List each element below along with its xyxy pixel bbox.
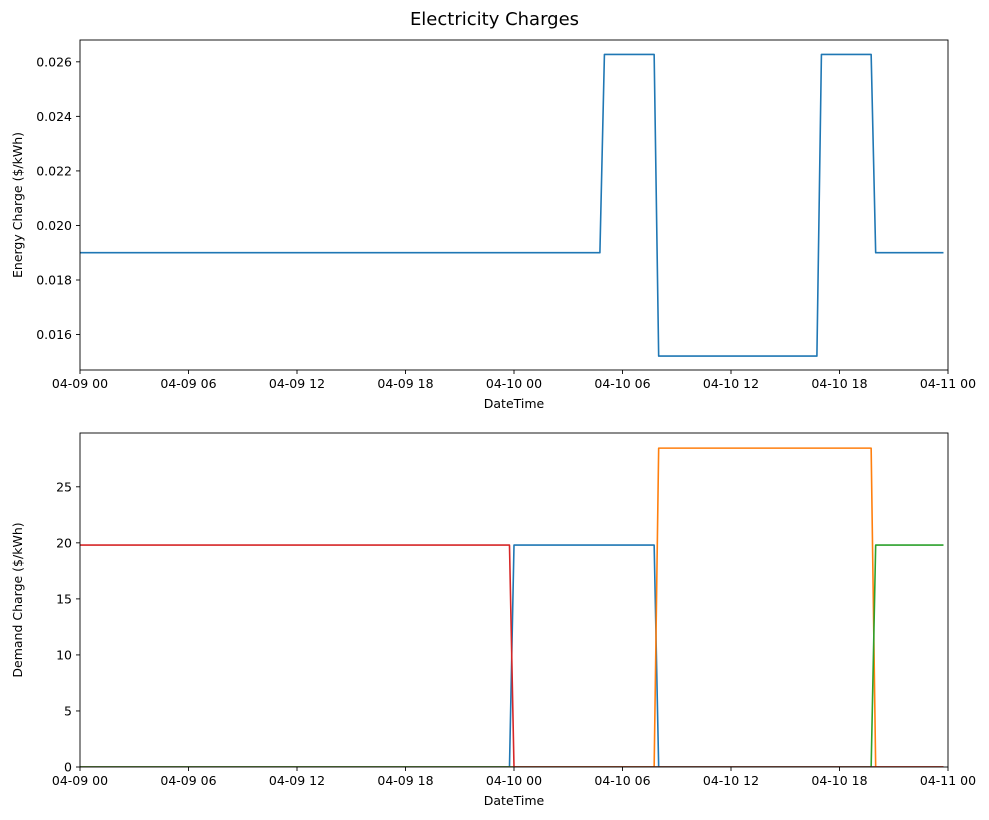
x-axis-label: DateTime: [484, 396, 545, 411]
y-axis-label: Demand Charge ($/kWh): [10, 522, 25, 677]
x-tick-label: 04-09 18: [377, 773, 433, 788]
series-line-4: [80, 544, 944, 767]
x-tick-label: 04-09 00: [52, 376, 108, 391]
y-tick-label: 0.016: [36, 327, 72, 342]
y-tick-label: 0.026: [36, 54, 72, 69]
x-tick-label: 04-10 00: [486, 376, 542, 391]
demand-charge-chart: 04-09 00 04-09 06 04-09 12 04-09 18 04-10 00…: [10, 432, 976, 808]
y-tick-label: 0: [64, 760, 72, 775]
x-tick-label: 04-10 00: [486, 773, 542, 788]
y-tick-label: 25: [56, 479, 72, 494]
x-tick-label: 04-10 12: [703, 773, 759, 788]
y-tick-label: 0.020: [36, 218, 72, 233]
x-tick-label: 04-10 18: [811, 376, 867, 391]
x-tick-label: 04-09 12: [269, 773, 325, 788]
x-tick-label: 04-10 06: [594, 773, 650, 788]
y-tick-label: 15: [56, 591, 72, 606]
y-tick-label: 20: [56, 535, 72, 550]
y-tick-label: 0.018: [36, 273, 72, 288]
x-tick-label: 04-09 00: [52, 773, 108, 788]
energy-charge-chart: 04-09 00 04-09 06 04-09 12 04-09 18 04-10 00…: [10, 39, 976, 411]
x-tick-label: 04-11 00: [920, 376, 976, 391]
y-tick-label: 0.024: [36, 109, 72, 124]
series-line-3: [80, 544, 944, 767]
x-tick-label: 04-09 18: [377, 376, 433, 391]
x-tick-label: 04-10 06: [594, 376, 650, 391]
y-tick-label: 0.022: [36, 163, 72, 178]
y-axis-label: Energy Charge ($/kWh): [10, 132, 25, 278]
x-tick-label: 04-09 06: [160, 376, 216, 391]
x-tick-label: 04-11 00: [920, 773, 976, 788]
x-axis-label: DateTime: [484, 793, 545, 808]
series-line-1: [80, 53, 944, 357]
x-tick-label: 04-09 06: [160, 773, 216, 788]
figure-title: Electricity Charges: [410, 9, 579, 30]
y-tick-label: 5: [64, 703, 72, 718]
series-line-1: [80, 544, 944, 767]
x-tick-label: 04-10 12: [703, 376, 759, 391]
x-tick-label: 04-09 12: [269, 376, 325, 391]
y-tick-label: 10: [56, 647, 72, 662]
x-tick-label: 04-10 18: [811, 773, 867, 788]
series-line-2: [80, 447, 944, 767]
